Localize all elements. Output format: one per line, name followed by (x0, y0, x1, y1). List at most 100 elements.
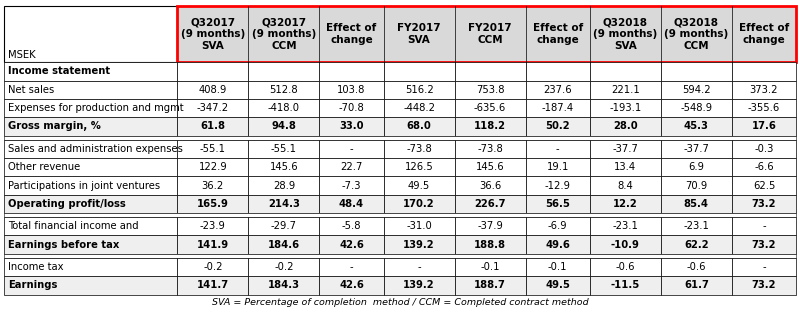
Text: 70.9: 70.9 (686, 181, 707, 191)
Text: 221.1: 221.1 (611, 85, 640, 95)
Text: 94.8: 94.8 (271, 121, 296, 131)
Text: MSEK: MSEK (8, 50, 36, 60)
Text: Expenses for production and mgmt: Expenses for production and mgmt (8, 103, 184, 113)
Text: -55.1: -55.1 (200, 144, 226, 154)
Text: SVA = Percentage of completion  method / CCM = Completed contract method: SVA = Percentage of completion method / … (212, 298, 588, 307)
Text: -418.0: -418.0 (268, 103, 300, 113)
Text: -0.2: -0.2 (274, 262, 294, 272)
Text: Effect of
change: Effect of change (326, 23, 377, 45)
Text: 237.6: 237.6 (543, 85, 572, 95)
Text: FY2017
SVA: FY2017 SVA (398, 23, 441, 45)
Text: -0.1: -0.1 (480, 262, 500, 272)
Text: -355.6: -355.6 (748, 103, 780, 113)
Text: 17.6: 17.6 (751, 121, 776, 131)
Text: 22.7: 22.7 (340, 162, 362, 172)
Text: -: - (350, 144, 354, 154)
Text: 141.7: 141.7 (197, 280, 229, 290)
Text: -37.9: -37.9 (477, 221, 503, 231)
Text: Q32018
(9 months)
CCM: Q32018 (9 months) CCM (664, 18, 729, 51)
Text: 214.3: 214.3 (268, 199, 300, 209)
Text: -635.6: -635.6 (474, 103, 506, 113)
Text: -29.7: -29.7 (271, 221, 297, 231)
Text: 28.0: 28.0 (613, 121, 638, 131)
Text: 48.4: 48.4 (339, 199, 364, 209)
Text: -31.0: -31.0 (406, 221, 432, 231)
Text: 85.4: 85.4 (684, 199, 709, 209)
Text: 118.2: 118.2 (474, 121, 506, 131)
Text: -193.1: -193.1 (609, 103, 642, 113)
Text: 139.2: 139.2 (403, 280, 435, 290)
Text: -0.6: -0.6 (686, 262, 706, 272)
Text: 33.0: 33.0 (339, 121, 364, 131)
Text: 73.2: 73.2 (752, 240, 776, 250)
Text: Net sales: Net sales (8, 85, 54, 95)
Text: 12.2: 12.2 (613, 199, 638, 209)
Text: 408.9: 408.9 (198, 85, 227, 95)
Text: -73.8: -73.8 (478, 144, 503, 154)
Text: Q32017
(9 months)
CCM: Q32017 (9 months) CCM (252, 18, 316, 51)
Text: 36.2: 36.2 (202, 181, 224, 191)
Text: 19.1: 19.1 (546, 162, 569, 172)
Text: -0.3: -0.3 (754, 144, 774, 154)
Text: Income statement: Income statement (8, 66, 110, 76)
Text: 45.3: 45.3 (684, 121, 709, 131)
Text: -70.8: -70.8 (338, 103, 364, 113)
Text: 73.2: 73.2 (752, 280, 776, 290)
Text: -6.9: -6.9 (548, 221, 567, 231)
Text: -55.1: -55.1 (271, 144, 297, 154)
Text: -23.1: -23.1 (612, 221, 638, 231)
Text: Participations in joint ventures: Participations in joint ventures (8, 181, 160, 191)
Text: Other revenue: Other revenue (8, 162, 80, 172)
Text: 68.0: 68.0 (406, 121, 431, 131)
Text: 126.5: 126.5 (405, 162, 434, 172)
Text: -347.2: -347.2 (197, 103, 229, 113)
Text: Earnings before tax: Earnings before tax (8, 240, 119, 250)
Text: -11.5: -11.5 (610, 280, 640, 290)
Text: 28.9: 28.9 (273, 181, 295, 191)
Text: -: - (556, 144, 559, 154)
Text: 145.6: 145.6 (270, 162, 298, 172)
Text: 49.6: 49.6 (546, 240, 570, 250)
Text: Income tax: Income tax (8, 262, 63, 272)
Text: -: - (762, 221, 766, 231)
Text: -23.9: -23.9 (200, 221, 226, 231)
Text: Gross margin, %: Gross margin, % (8, 121, 101, 131)
Text: 62.2: 62.2 (684, 240, 709, 250)
Text: -0.1: -0.1 (548, 262, 567, 272)
Text: Q32017
(9 months)
SVA: Q32017 (9 months) SVA (181, 18, 245, 51)
Text: 188.7: 188.7 (474, 280, 506, 290)
Text: 42.6: 42.6 (339, 280, 364, 290)
Text: 50.2: 50.2 (546, 121, 570, 131)
Text: Earnings: Earnings (8, 280, 58, 290)
Text: -7.3: -7.3 (342, 181, 362, 191)
Text: -0.2: -0.2 (203, 262, 222, 272)
Text: -: - (418, 262, 421, 272)
Text: 594.2: 594.2 (682, 85, 710, 95)
Text: Effect of
change: Effect of change (739, 23, 789, 45)
Text: -5.8: -5.8 (342, 221, 362, 231)
Text: -0.6: -0.6 (615, 262, 635, 272)
Text: Q32018
(9 months)
SVA: Q32018 (9 months) SVA (593, 18, 658, 51)
Text: -548.9: -548.9 (680, 103, 713, 113)
Text: 512.8: 512.8 (270, 85, 298, 95)
Text: Operating profit/loss: Operating profit/loss (8, 199, 126, 209)
Text: -12.9: -12.9 (545, 181, 570, 191)
Text: 42.6: 42.6 (339, 240, 364, 250)
Text: 36.6: 36.6 (479, 181, 502, 191)
Text: -23.1: -23.1 (683, 221, 710, 231)
Text: -73.8: -73.8 (406, 144, 432, 154)
Text: 184.3: 184.3 (268, 280, 300, 290)
Text: 103.8: 103.8 (338, 85, 366, 95)
Text: 753.8: 753.8 (476, 85, 504, 95)
Text: -37.7: -37.7 (612, 144, 638, 154)
Text: 145.6: 145.6 (476, 162, 505, 172)
Text: -37.7: -37.7 (683, 144, 710, 154)
Text: -187.4: -187.4 (542, 103, 574, 113)
Text: 13.4: 13.4 (614, 162, 636, 172)
Text: 49.5: 49.5 (408, 181, 430, 191)
Text: 188.8: 188.8 (474, 240, 506, 250)
Text: 139.2: 139.2 (403, 240, 435, 250)
Text: 122.9: 122.9 (198, 162, 227, 172)
Text: 61.7: 61.7 (684, 280, 709, 290)
Text: 49.5: 49.5 (546, 280, 570, 290)
